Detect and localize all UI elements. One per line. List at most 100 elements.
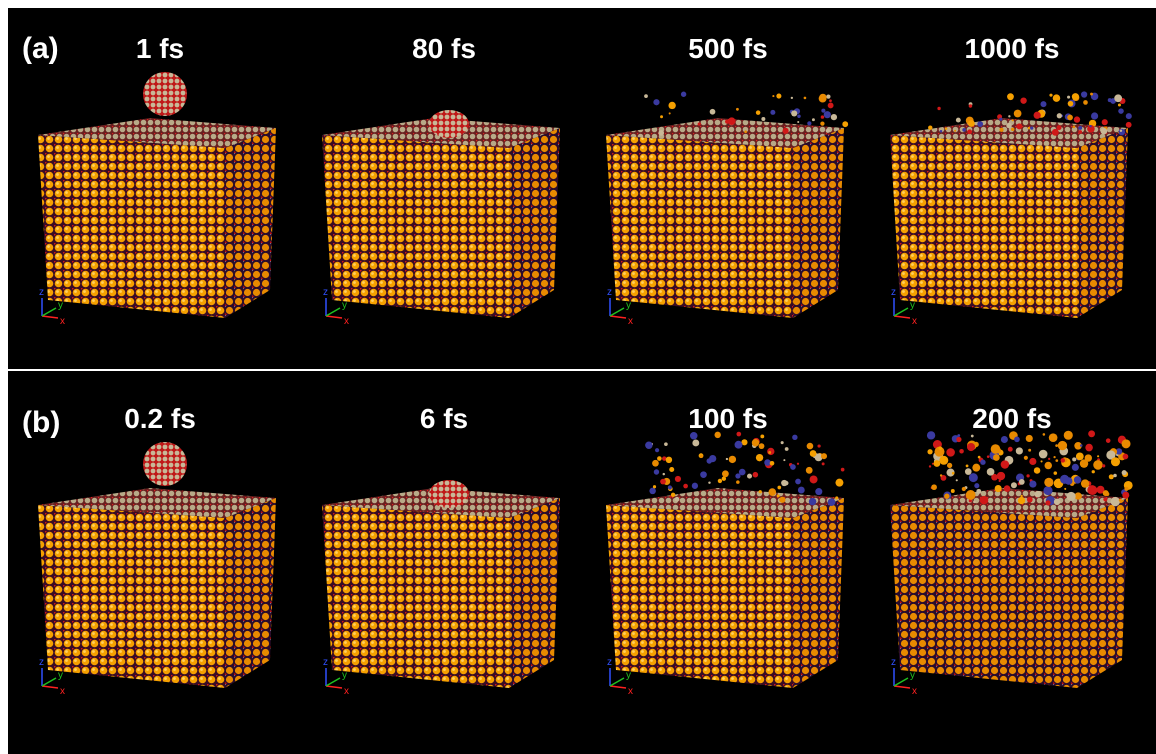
ejected-atom [736, 432, 741, 437]
ejected-atom [797, 121, 799, 123]
ejected-atom [1045, 462, 1052, 469]
ejected-atom [790, 464, 796, 470]
ejected-atom [991, 444, 1001, 454]
ejected-atom [690, 432, 698, 440]
ejected-atom [1016, 447, 1023, 454]
axis-label: z [607, 287, 612, 298]
ejected-atom [815, 488, 822, 495]
ejected-atom [1067, 437, 1069, 439]
ejected-atom [1018, 497, 1025, 504]
ejected-atom [1103, 497, 1107, 501]
ejected-atom [1118, 103, 1121, 106]
cube-side [1077, 128, 1128, 318]
ejected-atom [1103, 490, 1109, 496]
ejected-atom [783, 459, 785, 461]
ejected-atom [1024, 456, 1028, 460]
ejected-atom [792, 435, 797, 440]
ejected-atom [1040, 101, 1046, 107]
ejected-atom [1067, 115, 1073, 121]
ejected-atom [1124, 487, 1128, 491]
cube-side [225, 128, 276, 318]
ejected-atom [777, 494, 780, 497]
ejected-atom [1034, 491, 1041, 498]
ejected-atom [1072, 457, 1076, 461]
ejected-atom [1085, 444, 1093, 452]
ejected-atom [1102, 119, 1108, 125]
time-label: 6 fs [420, 403, 468, 434]
ejected-atom [826, 129, 830, 133]
ejected-atom [700, 471, 707, 478]
axis-label: x [628, 316, 633, 327]
ejected-atom [739, 469, 746, 476]
ejected-atom [795, 479, 801, 485]
ejected-atom [841, 468, 845, 472]
ejected-atom [1081, 91, 1087, 97]
ejected-atom [831, 114, 837, 120]
ejected-atom [1030, 126, 1033, 129]
ejected-atom [821, 115, 824, 118]
axis-label: y [910, 670, 915, 681]
axis-label: z [39, 657, 44, 668]
ejected-atom [951, 489, 955, 493]
ejected-atom [966, 465, 969, 468]
ejected-atom [791, 97, 793, 99]
ejected-atom [995, 485, 1002, 492]
ejected-atom [1001, 460, 1009, 468]
ejected-atom [822, 462, 825, 465]
nanoparticle [429, 110, 469, 138]
ejected-atom [1011, 128, 1014, 131]
ejected-atom [1000, 128, 1004, 132]
ejected-atom [1034, 112, 1041, 119]
ejected-atom [660, 115, 663, 118]
ejected-atom [962, 487, 966, 491]
ejected-atom [1093, 460, 1103, 470]
ejected-atom [810, 450, 817, 457]
ejected-atom [829, 99, 832, 102]
ejected-atom [972, 464, 980, 472]
ejected-atom [1126, 122, 1132, 128]
ejected-atom [954, 130, 956, 132]
ejected-atom [1097, 455, 1099, 457]
ejected-atom [973, 501, 976, 504]
ejected-atom [1049, 433, 1058, 442]
figure: (a)1 fszyx80 fszyx500 fszyx1000 fszyx(b)… [0, 0, 1156, 754]
ejected-atom [1049, 94, 1052, 97]
ejected-atom [1004, 485, 1011, 492]
axis-label: x [344, 316, 349, 327]
ejected-atom [772, 95, 774, 97]
ejected-atom [1087, 485, 1097, 495]
ejected-atom [974, 483, 979, 488]
ejected-atom [668, 102, 675, 109]
ejected-atom [1064, 488, 1066, 490]
cube-side [793, 498, 844, 688]
ejected-atom [1028, 449, 1031, 452]
ejected-atom [807, 121, 811, 125]
ejected-atom [927, 431, 935, 439]
ejected-atom [668, 485, 672, 489]
ejected-atom [1060, 458, 1065, 463]
ejected-atom [710, 109, 716, 115]
axis-label: x [628, 686, 633, 697]
axis-label: y [58, 300, 63, 311]
ejected-atom [1041, 460, 1043, 462]
ejected-atom [980, 496, 989, 505]
ejected-atom [819, 95, 827, 103]
ejected-atom [820, 121, 824, 125]
ejected-atom [671, 493, 675, 497]
ejected-atom [1020, 495, 1022, 497]
ejected-atom [709, 455, 716, 462]
ejected-atom [1119, 499, 1122, 502]
ejected-atom [1111, 457, 1120, 466]
ejected-atom [999, 118, 1002, 121]
cube-front [890, 135, 1077, 318]
ejected-atom [725, 120, 729, 124]
ejected-atom [934, 460, 941, 467]
ejected-atom [967, 443, 975, 451]
ejected-atom [722, 470, 729, 477]
ejected-atom [660, 479, 666, 485]
ejected-atom [980, 460, 985, 465]
nanoparticle [143, 72, 187, 116]
ejected-atom [978, 456, 981, 459]
ejected-atom [1008, 115, 1010, 117]
ejected-atom [781, 441, 784, 444]
